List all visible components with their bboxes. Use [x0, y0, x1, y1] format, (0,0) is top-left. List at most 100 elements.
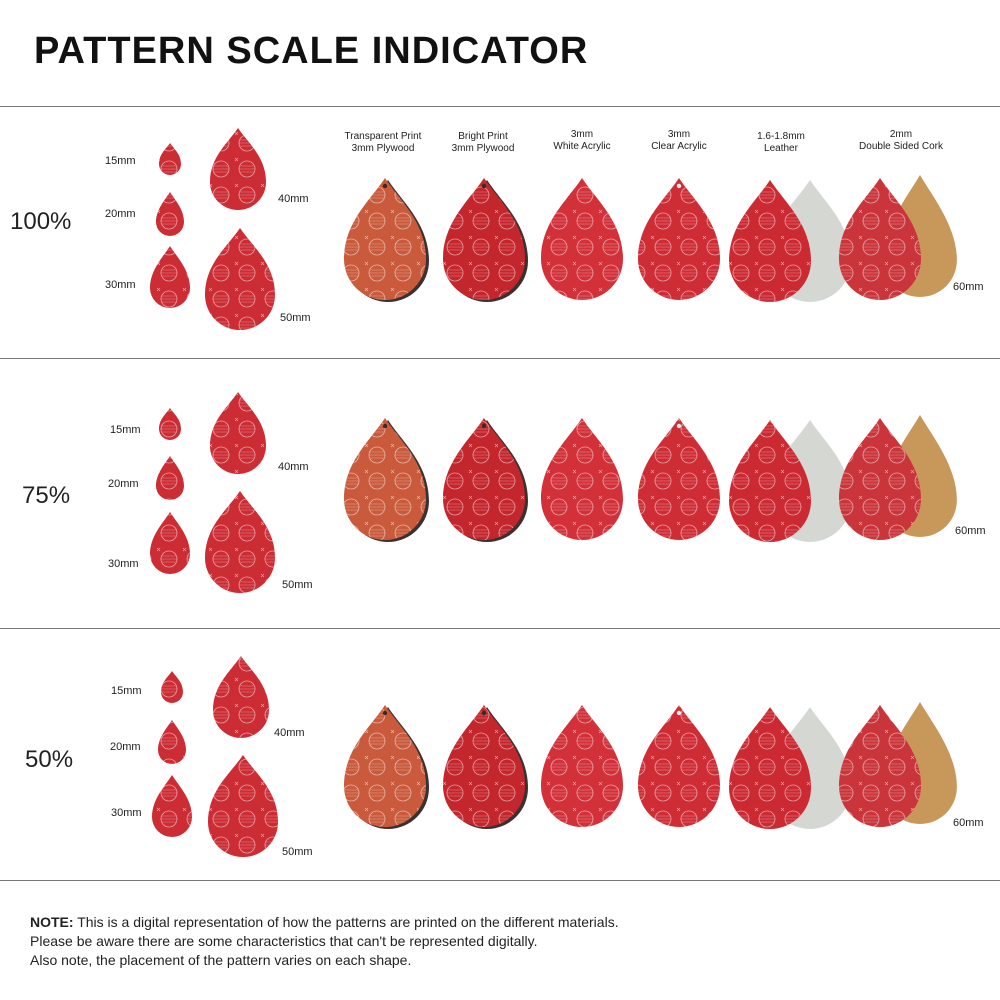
divider	[0, 628, 1000, 629]
size-label: 50mm	[280, 312, 311, 324]
small-teardrop	[210, 392, 266, 474]
hole	[676, 423, 682, 429]
material-header-white-acrylic: 3mm White Acrylic	[553, 129, 611, 152]
teardrop-cork-front	[839, 705, 921, 827]
ornament-pattern	[156, 192, 184, 236]
ornament-pattern	[150, 246, 190, 308]
teardrop-clear-acrylic	[638, 418, 720, 540]
teardrop-leather-front	[729, 180, 811, 302]
small-teardrop	[210, 128, 266, 210]
teardrop-white-acrylic	[541, 705, 623, 827]
ornament-pattern	[159, 408, 181, 440]
hole	[481, 183, 487, 189]
scale-label-50: 50%	[25, 746, 74, 773]
size-label: 60mm	[953, 817, 984, 829]
hole	[676, 183, 682, 189]
small-teardrop	[205, 491, 275, 593]
size-label: 30mm	[105, 279, 136, 291]
teardrop-clear-acrylic	[638, 178, 720, 300]
small-teardrop	[156, 192, 184, 236]
ornament-pattern	[158, 720, 186, 764]
ornament-pattern	[839, 705, 921, 827]
size-label: 40mm	[278, 461, 309, 473]
size-label: 40mm	[274, 727, 305, 739]
ornament-pattern	[205, 491, 275, 593]
small-teardrop	[161, 671, 183, 703]
teardrop-cork-front	[839, 178, 921, 300]
ornament-pattern	[344, 705, 426, 827]
small-teardrop	[159, 143, 181, 175]
ornament-pattern	[729, 420, 811, 542]
size-label: 15mm	[110, 424, 141, 436]
ornament-pattern	[443, 178, 525, 300]
ornament-pattern	[638, 418, 720, 540]
small-teardrop	[152, 775, 192, 837]
small-teardrop	[159, 408, 181, 440]
size-label: 30mm	[111, 807, 142, 819]
material-header-bright-plywood: Bright Print 3mm Plywood	[451, 131, 515, 154]
teardrop-white-acrylic	[541, 178, 623, 300]
small-teardrop	[150, 512, 190, 574]
small-teardrop	[158, 720, 186, 764]
material-header-transparent-plywood: Transparent Print 3mm Plywood	[344, 131, 422, 154]
teardrop-bright-plywood	[443, 705, 528, 829]
ornament-pattern	[839, 178, 921, 300]
size-label: 40mm	[278, 193, 309, 205]
ornament-pattern	[210, 392, 266, 474]
material-header-leather: 1.6-1.8mm Leather	[757, 131, 805, 154]
small-teardrop	[205, 228, 275, 330]
size-label: 20mm	[108, 478, 139, 490]
teardrop-white-acrylic	[541, 418, 623, 540]
hole	[481, 710, 487, 716]
teardrop-transparent-plywood	[344, 178, 429, 302]
ornament-pattern	[839, 418, 921, 540]
small-teardrop	[213, 656, 269, 738]
ornament-pattern	[161, 671, 183, 703]
teardrop-bright-plywood	[443, 178, 528, 302]
small-teardrop	[150, 246, 190, 308]
size-label: 15mm	[105, 155, 136, 167]
page-title: PATTERN SCALE INDICATOR	[34, 30, 589, 72]
note-text: NOTE: This is a digital representation o…	[30, 914, 619, 968]
ornament-pattern	[638, 178, 720, 300]
teardrop-transparent-plywood	[344, 418, 429, 542]
ornament-pattern	[213, 656, 269, 738]
ornament-pattern	[344, 418, 426, 540]
teardrop-leather-front	[729, 707, 811, 829]
ornament-pattern	[443, 705, 525, 827]
small-teardrop	[208, 755, 278, 857]
hole	[382, 710, 388, 716]
teardrop-clear-acrylic	[638, 705, 720, 827]
hole	[382, 423, 388, 429]
hole	[481, 423, 487, 429]
hole	[382, 183, 388, 189]
size-label: 60mm	[955, 525, 986, 537]
ornament-pattern	[729, 180, 811, 302]
teardrop-cork-front	[839, 418, 921, 540]
size-label: 50mm	[282, 579, 313, 591]
ornament-pattern	[159, 143, 181, 175]
material-header-cork: 2mm Double Sided Cork	[859, 129, 943, 152]
teardrop-bright-plywood	[443, 418, 528, 542]
scale-label-75: 75%	[22, 482, 71, 509]
scale-label-100: 100%	[10, 208, 72, 235]
ornament-pattern	[541, 178, 623, 300]
ornament-pattern	[541, 418, 623, 540]
ornament-pattern	[210, 128, 266, 210]
teardrop-leather-front	[729, 420, 811, 542]
ornament-pattern	[205, 228, 275, 330]
ornament-pattern	[638, 705, 720, 827]
divider	[0, 106, 1000, 107]
ornament-pattern	[541, 705, 623, 827]
hole	[676, 710, 682, 716]
ornament-pattern	[443, 418, 525, 540]
ornament-pattern	[729, 707, 811, 829]
divider	[0, 358, 1000, 359]
size-label: 15mm	[111, 685, 142, 697]
ornament-pattern	[152, 775, 192, 837]
material-header-clear-acrylic: 3mm Clear Acrylic	[651, 129, 707, 152]
size-label: 60mm	[953, 281, 984, 293]
size-label: 30mm	[108, 558, 139, 570]
divider	[0, 880, 1000, 881]
